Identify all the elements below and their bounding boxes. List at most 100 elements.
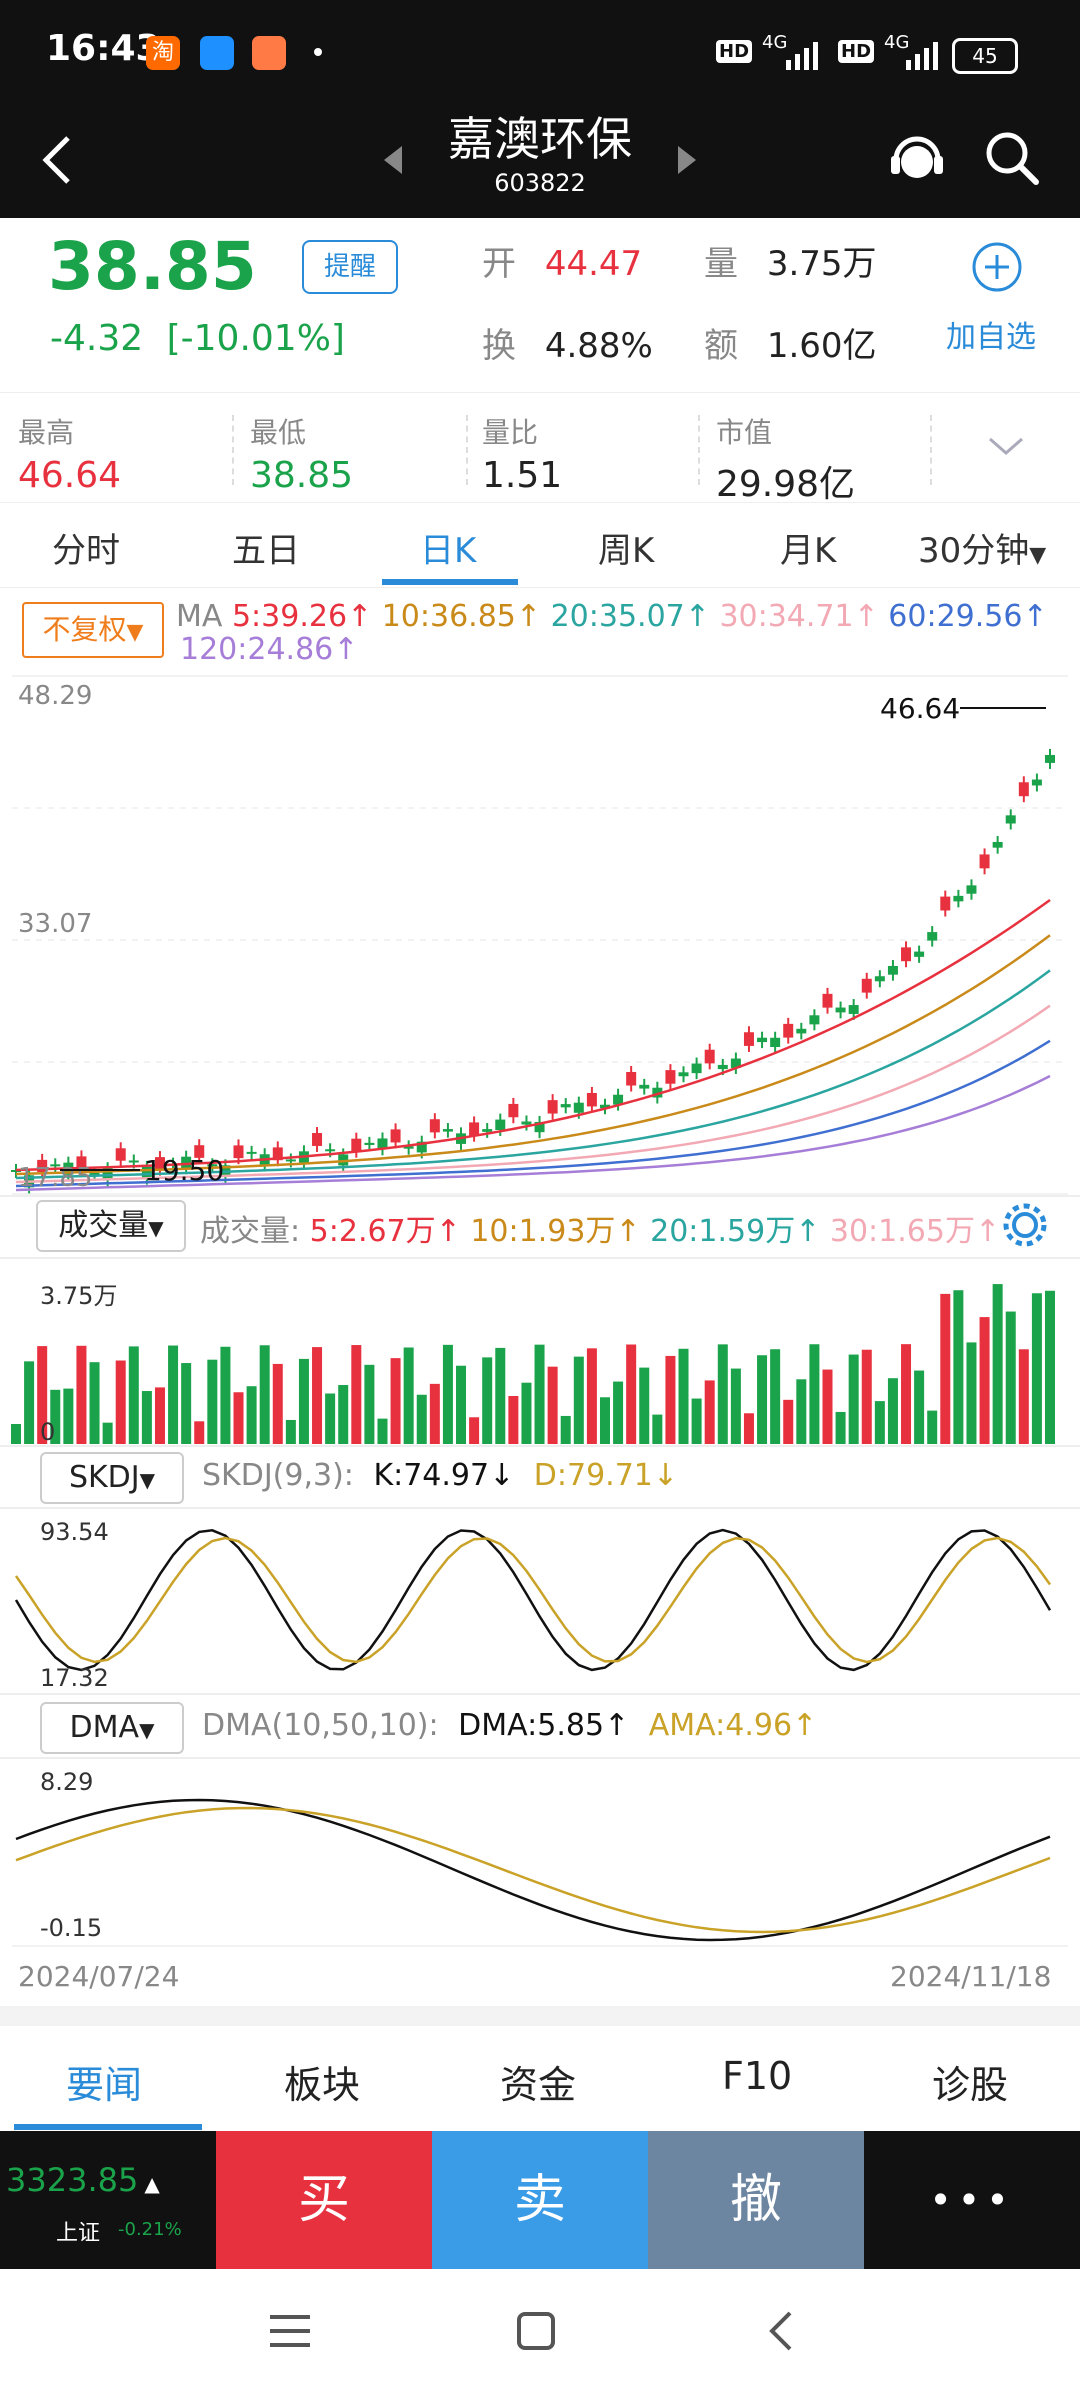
- volume-bar: [914, 1370, 925, 1444]
- home-icon[interactable]: [516, 2311, 556, 2351]
- tab-five-day[interactable]: 五日: [232, 531, 300, 571]
- volume-bar: [966, 1342, 977, 1444]
- tab-f10[interactable]: F10: [722, 2054, 793, 2098]
- candle: [338, 1154, 349, 1166]
- tab-weekly-k[interactable]: 周K: [598, 531, 655, 571]
- candle: [861, 978, 872, 993]
- volume-bar: [770, 1349, 781, 1444]
- ma120-line: [15, 1074, 1051, 1192]
- add-watchlist-icon[interactable]: [970, 240, 1024, 294]
- adjust-selector[interactable]: 不复权▼: [22, 602, 164, 658]
- volume-bar: [89, 1362, 100, 1444]
- tab-sector[interactable]: 板块: [284, 2063, 361, 2107]
- open-price-row: 开 44.47: [482, 244, 643, 284]
- settings-gear-icon[interactable]: [1000, 1200, 1050, 1250]
- chevron-down-icon[interactable]: [986, 433, 1026, 459]
- system-back-icon[interactable]: [766, 2309, 796, 2353]
- search-icon[interactable]: [982, 128, 1042, 188]
- kline-chart[interactable]: 48.29 33.07 17.85 46.64 19.50 3.75万 0 93…: [0, 670, 1080, 2000]
- tab-30min[interactable]: 30分钟▼: [918, 531, 1047, 571]
- volume-bar: [691, 1398, 702, 1444]
- volume-bar: [730, 1368, 741, 1444]
- stats-row: 最高 46.64 最低 38.85 量比 1.51 市值 29.98亿: [0, 392, 1080, 505]
- tab-intraday[interactable]: 分时: [52, 531, 120, 571]
- volume-selector[interactable]: 成交量▼: [36, 1200, 186, 1252]
- volume-bar: [1045, 1290, 1055, 1444]
- caret-down-icon: ▼: [148, 1216, 164, 1240]
- volume-bar: [141, 1391, 152, 1444]
- volume-bar: [979, 1317, 990, 1444]
- skdj-selector[interactable]: SKDJ▼: [40, 1452, 184, 1504]
- ma10-line: [15, 934, 1051, 1176]
- candle: [1031, 779, 1042, 786]
- ma120-label: 120:24.86↑: [180, 632, 359, 667]
- candle: [678, 1072, 689, 1077]
- menu-icon[interactable]: [268, 2311, 312, 2351]
- volume-bar: [573, 1356, 584, 1444]
- remind-button[interactable]: 提醒: [302, 240, 398, 294]
- network-label: 4G: [762, 32, 788, 53]
- sell-button[interactable]: 卖: [432, 2131, 648, 2269]
- date-end: 2024/11/18: [890, 1960, 1051, 1993]
- tab-diagnose[interactable]: 诊股: [932, 2063, 1009, 2107]
- add-watchlist-button[interactable]: 加自选: [946, 320, 1036, 355]
- tab-news[interactable]: 要闻: [66, 2063, 143, 2107]
- candle: [586, 1092, 597, 1107]
- candle: [796, 1028, 807, 1034]
- volume-bar: [809, 1344, 820, 1444]
- skdj-legend: SKDJ(9,3): K:74.97↓ D:79.71↓: [202, 1458, 679, 1493]
- stock-title: 嘉澳环保 603822: [420, 104, 660, 198]
- kline-min-mark: 19.50: [144, 1154, 224, 1187]
- back-arrow-icon[interactable]: [38, 132, 78, 188]
- ma-legend: MA 5:39.26↑ 10:36.85↑ 20:35.07↑ 30:34.71…: [176, 599, 1048, 634]
- candle: [848, 1005, 859, 1014]
- next-stock-icon[interactable]: [676, 142, 700, 178]
- volume-bar: [115, 1360, 126, 1444]
- ma60-line: [15, 1039, 1051, 1188]
- more-button[interactable]: •••: [864, 2131, 1080, 2269]
- candle: [364, 1142, 375, 1145]
- volume-bar: [1005, 1311, 1016, 1444]
- volume-bar: [901, 1344, 912, 1444]
- index-pct: -0.21%: [118, 2219, 182, 2240]
- dma-selector[interactable]: DMA▼: [40, 1702, 184, 1754]
- volume-bar: [626, 1344, 637, 1444]
- volume-bar: [220, 1346, 231, 1444]
- volume-bar: [37, 1346, 48, 1444]
- volume-bar: [547, 1366, 558, 1444]
- volume-bar: [822, 1369, 833, 1444]
- volume-bar: [704, 1380, 715, 1444]
- status-time: 16:43: [46, 28, 161, 69]
- candle: [1045, 754, 1055, 763]
- prev-stock-icon[interactable]: [380, 142, 404, 178]
- network-label-2: 4G: [884, 32, 910, 53]
- volume-bar: [338, 1385, 349, 1444]
- index-quote[interactable]: 3323.85 ▲ 上证 -0.21%: [0, 2131, 216, 2269]
- stat-divider: [232, 415, 234, 485]
- volume-bar: [757, 1355, 768, 1444]
- candle: [1018, 782, 1029, 797]
- tab-funds[interactable]: 资金: [500, 2063, 577, 2107]
- volume-bar: [207, 1359, 218, 1444]
- cancel-order-button[interactable]: 撤: [648, 2131, 864, 2269]
- tab-daily-k[interactable]: 日K: [420, 531, 477, 571]
- volume-bar: [312, 1347, 323, 1444]
- stat-volume-ratio: 量比 1.51: [482, 416, 563, 496]
- volume-bar: [861, 1349, 872, 1444]
- candle: [783, 1023, 794, 1038]
- stock-name: 嘉澳环保: [448, 112, 632, 166]
- amount-value: 1.60亿: [766, 326, 877, 366]
- volume-bar: [325, 1393, 336, 1444]
- volume-bar: [128, 1346, 139, 1444]
- candle: [141, 1166, 152, 1179]
- ma30-line: [15, 1004, 1051, 1184]
- stat-divider: [466, 415, 468, 485]
- candle: [325, 1149, 336, 1152]
- volume-bar: [63, 1388, 74, 1444]
- candle: [285, 1159, 296, 1162]
- tab-monthly-k[interactable]: 月K: [780, 531, 837, 571]
- customer-service-icon[interactable]: [888, 126, 946, 190]
- candle: [37, 1159, 48, 1173]
- more-notifications-dot: [314, 48, 322, 56]
- buy-button[interactable]: 买: [216, 2131, 432, 2269]
